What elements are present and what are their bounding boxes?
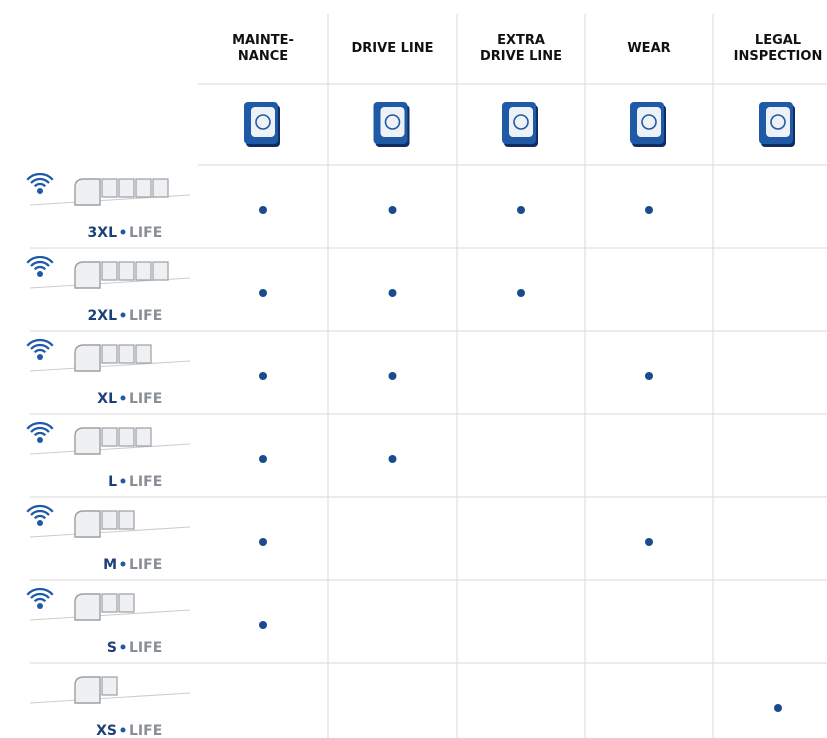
suffix-label: LIFE [129,723,162,738]
truck-module [119,262,134,280]
column-header: DRIVE LINE [480,49,562,64]
suffix-label: LIFE [129,225,162,241]
label-separator [121,479,126,484]
size-label: S [107,640,117,656]
truck-module [136,179,151,197]
icon-face [509,107,533,137]
column-header: LEGAL [755,33,801,48]
wireless-dot [37,354,43,360]
truck-module [119,179,134,197]
feature-dot [389,289,397,297]
feature-dot [389,206,397,214]
wireless-dot [37,603,43,609]
icon-face [251,107,275,137]
feature-dot [259,289,267,297]
suffix-label: LIFE [129,308,162,324]
truck-module [153,262,168,280]
column-header: EXTRA [497,33,545,48]
size-label: 2XL [88,308,118,324]
suffix-label: LIFE [129,640,162,656]
column-header: DRIVE LINE [352,41,434,56]
feature-dot [259,455,267,463]
label-separator [121,230,126,235]
truck [75,262,100,288]
truck-module [102,511,117,529]
feature-dot [645,206,653,214]
truck-module [102,594,117,612]
label-separator [121,396,126,401]
size-label: XL [97,391,117,407]
icon-face [381,107,405,137]
truck-module [119,428,134,446]
suffix-label: LIFE [129,474,162,490]
feature-table: MAINTE-NANCEDRIVE LINEEXTRADRIVE LINEWEA… [0,0,827,738]
truck-module [153,179,168,197]
wireless-arc [35,516,46,518]
feature-dot [517,289,525,297]
icon-face [766,107,790,137]
wireless-arc [35,184,46,186]
wireless-dot [37,271,43,277]
wireless-arc [31,262,49,266]
truck-module [136,428,151,446]
wireless-dot [37,437,43,443]
label-separator [121,562,126,567]
truck [75,594,100,620]
feature-dot [517,206,525,214]
size-label: L [108,474,117,490]
feature-dot [259,538,267,546]
column-header: NANCE [238,49,288,64]
wireless-arc [35,350,46,352]
wireless-arc [35,433,46,435]
wireless-arc [35,267,46,269]
size-label: M [103,557,117,573]
column-header: INSPECTION [734,49,823,64]
suffix-label: LIFE [129,391,162,407]
feature-dot [259,621,267,629]
truck-module [119,345,134,363]
wireless-dot [37,520,43,526]
wireless-arc [31,179,49,183]
feature-dot [389,455,397,463]
size-label: 3XL [88,225,118,241]
truck-module [119,511,134,529]
column-header: MAINTE- [232,33,294,48]
truck [75,428,100,454]
truck-module [136,345,151,363]
truck-module [119,594,134,612]
truck-module [102,345,117,363]
wireless-dot [37,188,43,194]
truck-module [102,677,117,695]
feature-dot [774,704,782,712]
truck-module [136,262,151,280]
suffix-label: LIFE [129,557,162,573]
truck-module [102,179,117,197]
wireless-arc [31,511,49,515]
feature-dot [645,538,653,546]
truck-module [102,262,117,280]
size-label: XS [96,723,117,738]
icon-face [637,107,661,137]
wireless-arc [31,594,49,598]
label-separator [121,645,126,650]
label-separator [121,313,126,318]
label-separator [121,728,126,733]
wireless-arc [31,345,49,349]
truck [75,345,100,371]
feature-dot [645,372,653,380]
column-header: WEAR [627,41,670,56]
truck-module [102,428,117,446]
feature-dot [389,372,397,380]
truck [75,511,100,537]
wireless-arc [35,599,46,601]
truck [75,677,100,703]
feature-dot [259,372,267,380]
truck [75,179,100,205]
wireless-arc [31,428,49,432]
feature-dot [259,206,267,214]
